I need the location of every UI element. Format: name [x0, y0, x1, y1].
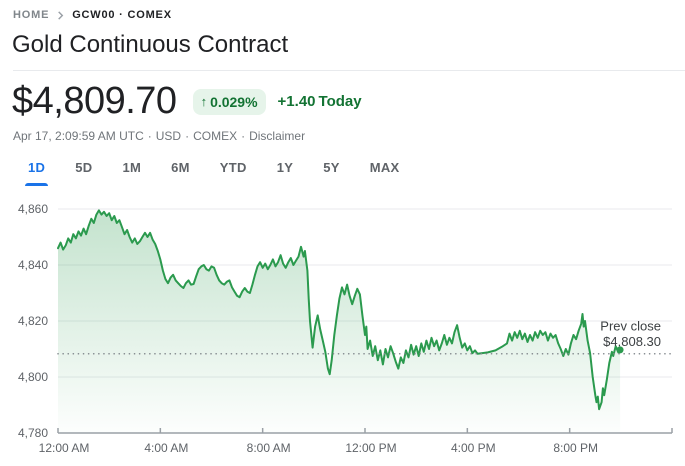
prev-close-label: Prev close — [600, 318, 661, 333]
change-today: +1.40 Today — [278, 93, 365, 110]
x-axis-label: 8:00 PM — [553, 441, 598, 455]
meta-part: USD — [155, 129, 182, 143]
change-amount: +1.40 — [277, 93, 316, 110]
tab-1m[interactable]: 1M — [122, 154, 141, 186]
y-axis-label: 4,780 — [18, 426, 48, 440]
breadcrumb: HOME GCW00 · COMEX — [13, 9, 172, 21]
tab-1d[interactable]: 1D — [24, 154, 49, 186]
y-axis-label: 4,860 — [18, 202, 48, 216]
meta-part: Apr 17, 2:09:59 AM UTC — [13, 129, 144, 143]
price-chart[interactable]: 4,780 4,800 4,820 4,840 4,860 Prev close$4,80… — [0, 196, 685, 466]
meta-separator: · — [185, 129, 190, 143]
header-divider — [13, 70, 685, 71]
arrow-up-icon: ↑ — [200, 94, 208, 109]
tab-5d[interactable]: 5D — [75, 154, 92, 186]
range-tabs: 1D 5D 1M 6M YTD 1Y 5Y MAX — [24, 154, 430, 186]
breadcrumb-home-link[interactable]: HOME — [13, 9, 50, 21]
current-price: $4,809.70 — [12, 80, 177, 122]
disclaimer-link[interactable]: Disclaimer — [249, 129, 306, 143]
x-axis-label: 12:00 AM — [39, 441, 90, 455]
tab-1y[interactable]: 1Y — [277, 154, 294, 186]
current-price-dot — [616, 346, 624, 354]
page-title: Gold Continuous Contract — [12, 31, 289, 58]
meta-separator: · — [241, 129, 246, 143]
tab-5y[interactable]: 5Y — [323, 154, 340, 186]
y-axis-label: 4,840 — [18, 258, 48, 272]
chevron-right-icon — [58, 10, 64, 20]
x-axis-label: 12:00 PM — [345, 441, 396, 455]
meta-part: COMEX — [193, 129, 238, 143]
y-axis-label: 4,820 — [18, 314, 48, 328]
prev-close-value: $4,808.30 — [603, 334, 661, 349]
tab-max[interactable]: MAX — [370, 154, 400, 186]
change-percent-badge: ↑ 0.029% — [192, 88, 266, 115]
x-axis-label: 8:00 AM — [247, 441, 291, 455]
y-axis-label: 4,800 — [18, 370, 48, 384]
quote-meta: Apr 17, 2:09:59 AM UTC · USD · COMEX · Disclai… — [13, 129, 305, 143]
quote-row: $4,809.70 ↑ 0.029% +1.40 Today — [12, 80, 365, 123]
breadcrumb-symbol: GCW00 · COMEX — [72, 9, 172, 21]
change-period: Today — [318, 93, 362, 110]
tab-ytd[interactable]: YTD — [220, 154, 247, 186]
x-axis-label: 4:00 AM — [144, 441, 188, 455]
x-axis-label: 4:00 PM — [451, 441, 496, 455]
tab-6m[interactable]: 6M — [171, 154, 190, 186]
change-percent: 0.029% — [210, 93, 258, 110]
meta-separator: · — [147, 129, 152, 143]
